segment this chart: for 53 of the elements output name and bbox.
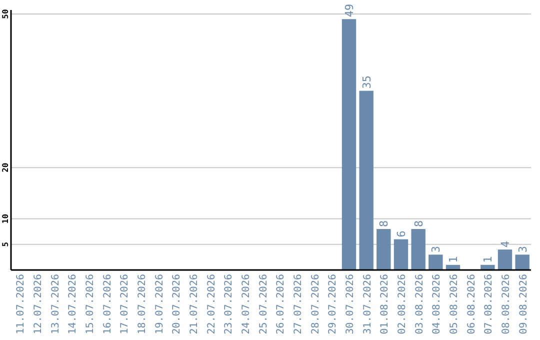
x-tick-label: 25.07.2026 xyxy=(258,274,270,334)
bar xyxy=(515,254,530,270)
data-label: 1 xyxy=(482,256,495,263)
data-label: 3 xyxy=(516,246,530,253)
x-tick-label: 02.08.2026 xyxy=(397,274,408,334)
x-tick-label: 20.07.2026 xyxy=(172,274,183,334)
data-label: 1 xyxy=(447,256,460,263)
x-tick-label: 28.07.2026 xyxy=(310,274,322,334)
y-tick-label: 20 xyxy=(1,162,10,172)
data-label: 6 xyxy=(395,230,408,238)
data-label: 3 xyxy=(430,246,443,253)
bar xyxy=(480,264,495,270)
x-tick-label: 27.07.2026 xyxy=(293,274,304,334)
y-tick-label: 10 xyxy=(1,214,10,224)
bar xyxy=(376,229,391,270)
data-label: 4 xyxy=(499,240,512,248)
x-tick-label: 30.07.2026 xyxy=(345,274,356,334)
x-tick-label: 12.07.2026 xyxy=(33,274,44,334)
x-tick-label: 11.07.2026 xyxy=(16,274,27,334)
x-tick-label: 18.07.2026 xyxy=(137,274,148,334)
bar xyxy=(428,254,443,270)
x-tick-label: 13.07.2026 xyxy=(50,274,62,334)
x-tick-label: 15.07.2026 xyxy=(85,274,96,334)
bar xyxy=(411,229,426,270)
x-tick-label: 06.08.2026 xyxy=(466,274,478,334)
x-tick-label: 14.07.2026 xyxy=(68,274,79,334)
x-tick-label: 01.08.2026 xyxy=(380,274,391,334)
x-tick-label: 04.08.2026 xyxy=(432,274,443,334)
data-label: 35 xyxy=(360,76,374,89)
x-tick-label: 07.08.2026 xyxy=(484,274,495,334)
data-label: 49 xyxy=(343,4,356,18)
x-tick-label: 26.07.2026 xyxy=(276,274,287,334)
x-tick-label: 16.07.2026 xyxy=(102,274,114,334)
x-tick-label: 17.07.2026 xyxy=(120,274,131,334)
x-tick-label: 23.07.2026 xyxy=(224,274,235,334)
data-label: 8 xyxy=(412,220,426,228)
y-tick-label: 5 xyxy=(1,242,10,247)
x-tick-label: 24.07.2026 xyxy=(241,274,252,334)
x-tick-label: 22.07.2026 xyxy=(206,274,218,334)
bar xyxy=(359,90,374,270)
bar xyxy=(498,250,512,270)
x-tick-label: 03.08.2026 xyxy=(414,274,426,334)
x-tick-label: 31.07.2026 xyxy=(362,274,374,334)
x-tick-label: 21.07.2026 xyxy=(189,274,200,334)
x-tick-label: 05.08.2026 xyxy=(449,274,460,334)
y-tick-label: 50 xyxy=(1,9,10,19)
data-label: 8 xyxy=(378,220,391,228)
bar xyxy=(394,239,408,270)
x-tick-label: 08.08.2026 xyxy=(501,274,512,334)
x-tick-label: 19.07.2026 xyxy=(154,274,166,334)
x-tick-label: 29.07.2026 xyxy=(328,274,339,334)
bar xyxy=(342,19,356,270)
x-tick-label: 09.08.2026 xyxy=(518,274,530,334)
